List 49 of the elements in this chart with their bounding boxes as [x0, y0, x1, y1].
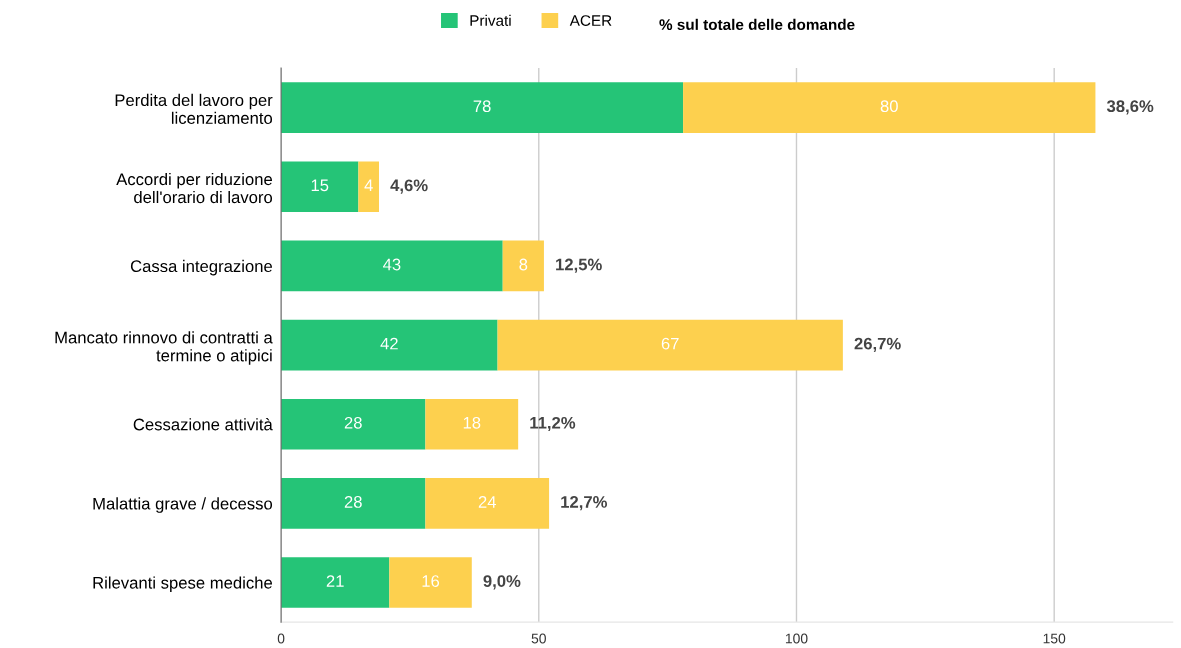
bar — [425, 398, 519, 450]
data-label: 18 — [463, 416, 481, 429]
bar — [497, 319, 843, 371]
annotation: 12,5% — [556, 258, 602, 273]
bar — [281, 478, 426, 529]
annotation: 12,7% — [561, 496, 608, 511]
x-tick-label: 150 — [1043, 633, 1066, 644]
legend-label: ACER — [569, 15, 612, 26]
bar — [425, 478, 550, 529]
bar — [281, 161, 359, 213]
data-label: 4 — [364, 179, 373, 192]
data-label: 80 — [880, 100, 898, 113]
data-label: 28 — [344, 416, 362, 429]
y-tick-label: Perdita del lavoro per licenziamento — [115, 93, 273, 124]
legend-label: Privati — [470, 14, 511, 26]
bar — [281, 319, 498, 371]
y-tick-label: Mancato rinnovo di contratti a termine o atipici — [55, 331, 273, 365]
data-label: 28 — [344, 496, 362, 508]
text: % sul totale delle domande — [659, 18, 855, 31]
annotation: 11,2% — [530, 416, 576, 432]
data-label: 42 — [380, 337, 398, 350]
bar — [281, 240, 503, 292]
x-tick-label: 100 — [785, 633, 808, 644]
y-tick-label: Rilevanti spese mediche — [93, 576, 273, 592]
bar — [389, 557, 472, 608]
x-tick-label: 50 — [531, 633, 546, 644]
data-label: 78 — [473, 100, 491, 113]
data-label: 16 — [422, 575, 440, 587]
bar — [281, 557, 390, 608]
y-tick-label: Cassa integrazione — [130, 259, 273, 276]
data-label: 43 — [383, 258, 401, 271]
bar — [502, 240, 544, 292]
annotation: 9,0% — [483, 575, 521, 590]
y-tick-label: Cessazione attività — [133, 417, 273, 431]
data-label: 8 — [519, 258, 528, 271]
bar — [281, 398, 426, 450]
annotation: 38,6% — [1106, 100, 1154, 115]
bar — [358, 161, 380, 213]
data-label: 67 — [661, 337, 679, 350]
data-label: 24 — [478, 496, 497, 508]
x-tick-label: 0 — [277, 633, 285, 644]
annotation: 4,6% — [390, 179, 428, 194]
y-tick-label: Malattia grave / decesso — [93, 497, 273, 513]
data-label: 21 — [326, 575, 344, 587]
annotation: 26,7% — [854, 337, 901, 352]
data-label: 15 — [311, 179, 329, 192]
y-tick-label: Accordi per riduzione dell'orario di lavoro — [116, 172, 273, 204]
bar — [683, 82, 1096, 133]
bar — [281, 82, 684, 133]
